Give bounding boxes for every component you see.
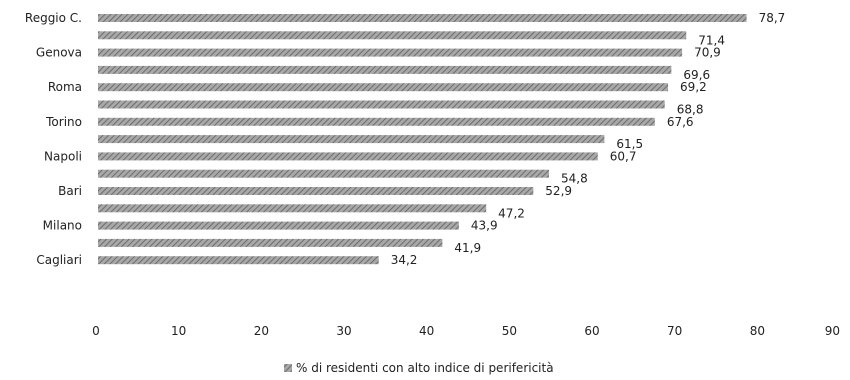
x-tick-label: 30: [336, 324, 351, 338]
x-tick-label: 90: [825, 324, 840, 338]
x-axis-ticks: 0 10 20 30 40 50 60 70 80 90: [92, 324, 840, 338]
x-tick-label: 40: [419, 324, 434, 338]
category-label: Genova: [36, 46, 82, 60]
category-label: Milano: [43, 219, 82, 233]
x-tick-label: 80: [750, 324, 765, 338]
legend-label: % di residenti con alto indice di perife…: [296, 361, 554, 375]
x-tick-label: 60: [584, 324, 599, 338]
data-label: 43,9: [471, 219, 498, 233]
bar: [98, 117, 655, 126]
category-label: Cagliari: [36, 253, 82, 267]
data-label: 69,6: [683, 68, 710, 82]
bar: [98, 31, 687, 40]
category-label: Reggio C.: [25, 11, 82, 25]
x-tick-label: 0: [92, 324, 100, 338]
data-label: 52,9: [545, 184, 572, 198]
data-label: 68,8: [677, 103, 704, 117]
category-label: Bari: [58, 184, 82, 198]
bar: [98, 204, 487, 213]
data-label: 34,2: [391, 253, 418, 267]
bar: [98, 135, 605, 144]
legend-swatch: [284, 364, 292, 372]
bar: [98, 152, 598, 161]
legend: % di residenti con alto indice di perife…: [284, 361, 554, 375]
data-label: 54,8: [561, 172, 588, 186]
bar: [98, 221, 459, 230]
bar: [98, 256, 379, 265]
bar: [98, 65, 672, 74]
category-label: Torino: [45, 115, 82, 129]
data-label: 78,7: [759, 11, 786, 25]
data-label: 60,7: [610, 149, 637, 163]
category-labels: Reggio C. Genova Roma Torino Napoli Bari Milan…: [25, 11, 82, 267]
x-tick-label: 20: [254, 324, 269, 338]
value-labels: 78,7 71,470,9 69,669,2 68,867,6 61,560,7 54,8…: [391, 11, 786, 267]
data-label: 71,4: [698, 33, 725, 47]
data-label: 70,9: [694, 46, 721, 60]
data-label: 41,9: [454, 241, 481, 255]
bar: [98, 83, 669, 92]
bar: [98, 100, 665, 109]
data-label: 47,2: [498, 206, 525, 220]
bars-group: [98, 14, 747, 265]
bar: [98, 14, 747, 22]
data-label: 67,6: [667, 115, 694, 129]
x-tick-label: 10: [171, 324, 186, 338]
data-label: 61,5: [616, 137, 643, 151]
data-label: 69,2: [680, 80, 707, 94]
x-tick-label: 50: [502, 324, 517, 338]
category-label: Napoli: [44, 149, 82, 163]
bar: [98, 169, 550, 178]
bar: [98, 187, 534, 195]
bar: [98, 48, 683, 57]
bar: [98, 238, 443, 247]
x-tick-label: 70: [667, 324, 682, 338]
category-label: Roma: [48, 80, 82, 94]
